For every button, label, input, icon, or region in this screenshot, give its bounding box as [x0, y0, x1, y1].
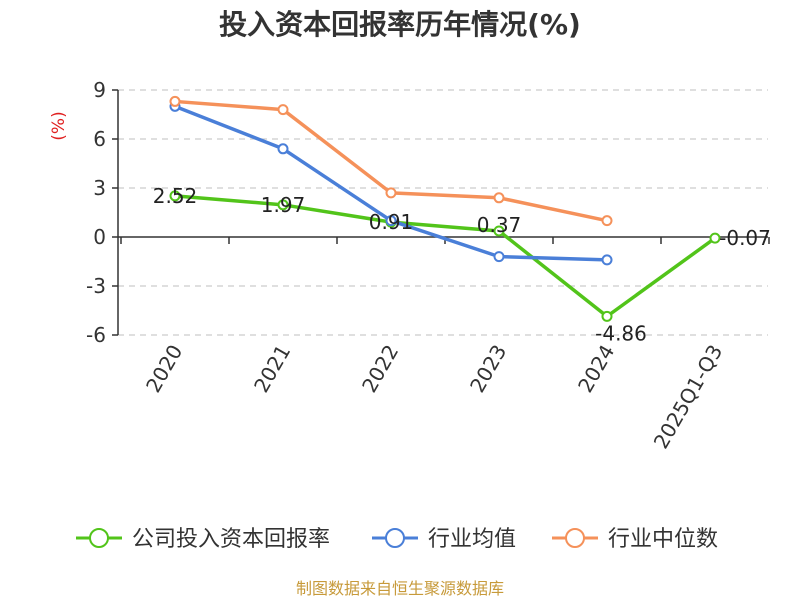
y-tick-label: -3 — [86, 274, 106, 298]
data-point — [277, 199, 289, 211]
data-label: 0.91 — [369, 210, 414, 234]
legend-item-0[interactable]: 公司投入资本回报率 — [76, 527, 330, 552]
legend-item-1[interactable]: 行业均值 — [372, 527, 516, 552]
data-point — [169, 190, 181, 202]
legend-item-2[interactable]: 行业中位数 — [552, 527, 718, 552]
data-point — [709, 232, 721, 244]
series-1 — [169, 100, 613, 266]
y-tick-label: 6 — [93, 127, 106, 151]
x-tick-label: 2021 — [249, 341, 295, 397]
data-point — [277, 104, 289, 116]
x-tick-label: 2022 — [357, 341, 403, 397]
source-footer: 制图数据来自恒生聚源数据库 — [296, 579, 504, 598]
legend-label: 行业中位数 — [608, 527, 718, 552]
data-point — [169, 95, 181, 107]
legend-label: 公司投入资本回报率 — [132, 527, 330, 552]
data-point — [385, 187, 397, 199]
x-tick-labels: 2020 2021 2022 2023 2024 2025Q1-Q3 — [141, 341, 727, 453]
series-0 — [169, 190, 721, 322]
series-line — [174, 194, 717, 319]
x-tick-label: 2020 — [141, 341, 187, 397]
data-point — [493, 251, 505, 263]
y-tick-label: 9 — [93, 78, 106, 102]
y-axis-unit-label: (%) — [49, 111, 69, 140]
legend-marker-icon — [89, 528, 109, 548]
y-tick-labels: 9 6 3 0 -3 -6 — [86, 78, 118, 347]
gridlines — [118, 89, 768, 336]
legend-marker-icon — [385, 528, 405, 548]
x-tick-label: 2024 — [573, 341, 619, 397]
legend: 公司投入资本回报率 行业均值 行业中位数 — [76, 527, 718, 552]
data-label: 1.97 — [261, 193, 306, 217]
legend-label: 行业均值 — [428, 527, 516, 552]
data-point — [385, 215, 397, 227]
data-label: -4.86 — [595, 321, 647, 345]
x-tick-label: 2023 — [465, 341, 511, 397]
y-tick-label: -6 — [86, 323, 106, 347]
data-label: 2.52 — [153, 184, 198, 208]
data-point — [601, 310, 613, 322]
x-tick-label: 2025Q1-Q3 — [649, 341, 728, 453]
data-point — [601, 254, 613, 266]
y-tick-label: 3 — [93, 176, 106, 200]
data-labels: 2.52 1.97 0.91 0.37 -4.86 -0.07 — [153, 184, 771, 346]
data-label: 0.37 — [477, 213, 522, 237]
data-point — [277, 143, 289, 155]
data-point — [493, 192, 505, 204]
series-2 — [169, 95, 613, 227]
series-lines — [169, 95, 721, 322]
legend-marker-icon — [565, 528, 585, 548]
data-point — [601, 215, 613, 227]
data-label: -0.07 — [719, 226, 771, 250]
axes — [117, 90, 770, 335]
data-point — [493, 225, 505, 237]
y-tick-label: 0 — [93, 225, 106, 249]
chart-title: 投入资本回报率历年情况(%) — [219, 8, 581, 41]
